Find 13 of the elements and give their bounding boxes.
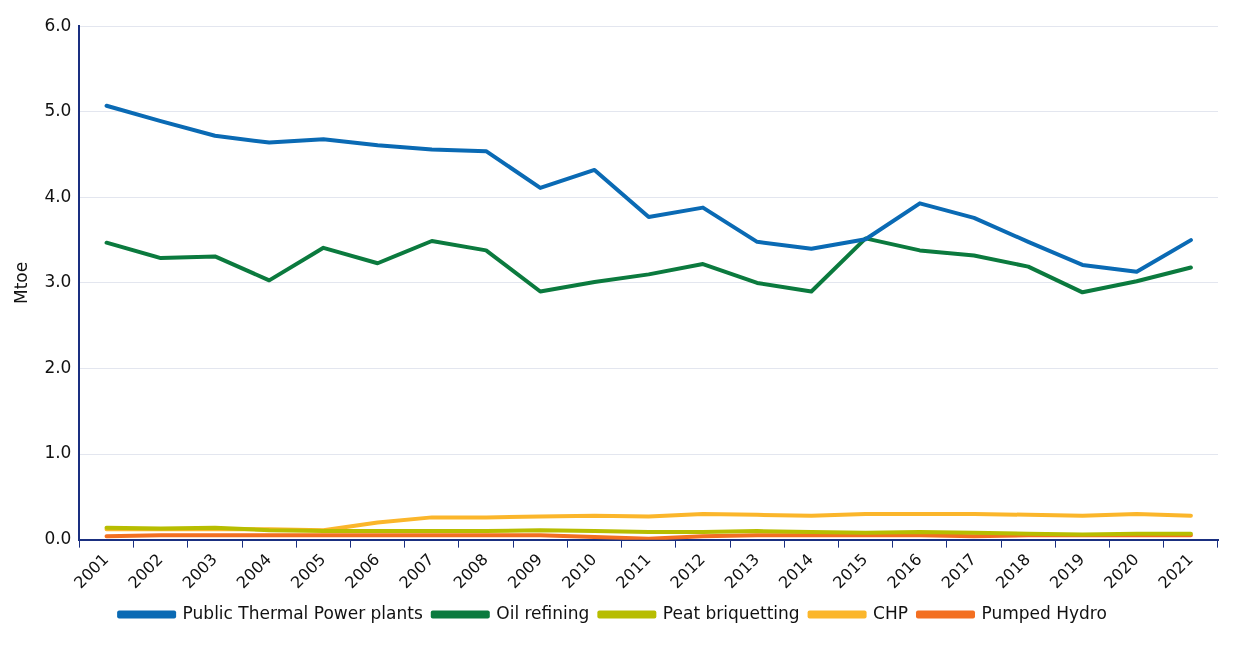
y-tick-label: 0.0 <box>44 528 72 549</box>
y-tick-label: 2.0 <box>44 356 72 377</box>
y-axis-title: Mtoe <box>10 261 31 305</box>
y-tick-label: 3.0 <box>44 271 72 292</box>
y-tick-label: 4.0 <box>44 185 72 206</box>
legend-label: Public Thermal Power plants <box>182 602 423 623</box>
legend-label: Pumped Hydro <box>981 602 1107 623</box>
y-tick-label: 6.0 <box>44 14 72 35</box>
legend-label: Peat briquetting <box>662 602 800 623</box>
legend-label: Oil refining <box>496 602 590 623</box>
legend-label: CHP <box>873 602 908 623</box>
y-tick-label: 1.0 <box>44 442 72 463</box>
y-tick-label: 5.0 <box>44 100 72 121</box>
